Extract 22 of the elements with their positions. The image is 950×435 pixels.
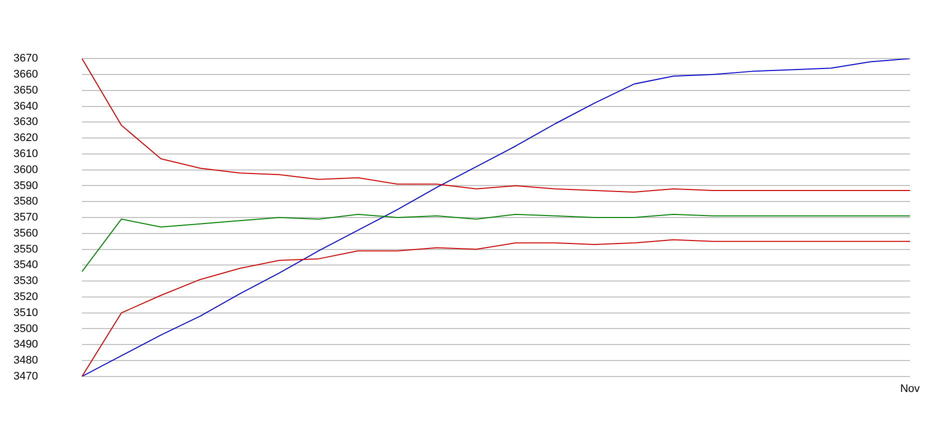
y-tick-label: 3590: [14, 180, 38, 192]
y-tick-label: 3470: [14, 370, 38, 382]
y-tick-label: 3620: [14, 132, 38, 144]
y-tick-label: 3510: [14, 306, 38, 319]
y-tick-label: 3600: [14, 164, 38, 176]
y-tick-label: 3660: [14, 68, 38, 81]
y-tick-label: 3530: [14, 275, 38, 288]
y-tick-label: 3520: [14, 290, 38, 303]
y-tick-label: 3580: [14, 196, 38, 208]
y-tick-label: 3490: [14, 338, 38, 351]
y-tick-label: 3500: [14, 322, 38, 335]
y-tick-label: 3650: [14, 84, 38, 96]
y-tick-label: 3480: [14, 354, 38, 367]
x-tick-label: Nov: [900, 383, 920, 396]
y-tick-label: 3540: [14, 259, 38, 272]
y-tick-label: 3550: [14, 243, 38, 256]
y-tick-label: 3640: [14, 100, 38, 112]
y-tick-label: 3570: [14, 212, 38, 224]
y-tick-label: 3630: [14, 116, 38, 128]
y-tick-label: 3610: [14, 148, 38, 160]
y-tick-label: 3560: [14, 227, 38, 240]
y-tick-label: 3670: [14, 52, 38, 65]
